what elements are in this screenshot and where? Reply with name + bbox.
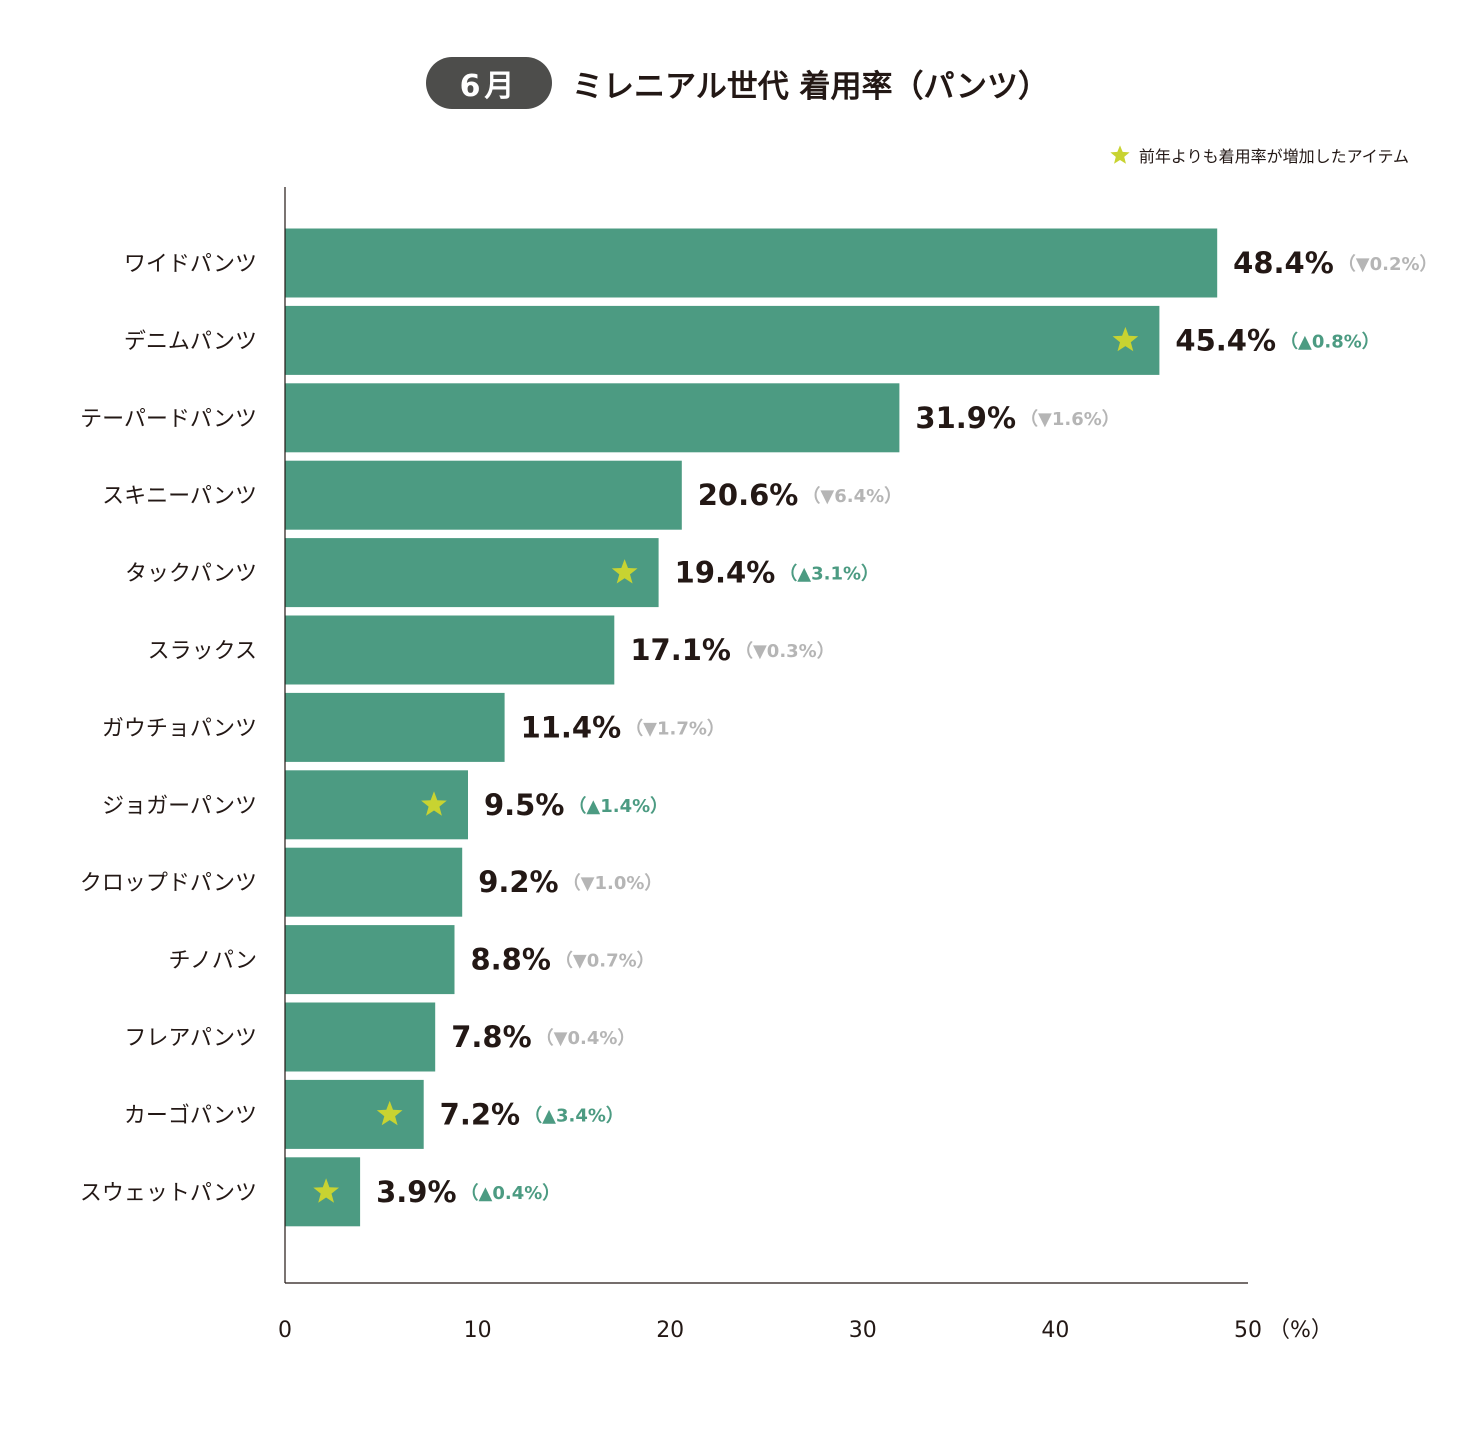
category-label: タックパンツ: [125, 562, 257, 587]
value-label: 9.2%: [478, 865, 558, 899]
legend-label: 前年よりも着用率が増加したアイテム: [1138, 147, 1409, 166]
change-label: （▼0.4%）: [536, 1028, 636, 1049]
x-axis-unit-label: （%）: [1268, 1318, 1333, 1343]
value-label: 48.4%: [1233, 246, 1334, 280]
category-label: スウェットパンツ: [80, 1181, 257, 1206]
bar: [285, 1079, 424, 1149]
category-label: フレアパンツ: [124, 1026, 257, 1051]
category-label: テーパードパンツ: [80, 407, 257, 432]
bar: [285, 1002, 436, 1072]
bar: [285, 383, 900, 453]
change-label: （▼0.3%）: [735, 641, 835, 662]
value-label: 11.4%: [521, 710, 622, 744]
category-label: チノパン: [169, 949, 257, 974]
change-label: （▲3.4%）: [524, 1105, 624, 1126]
x-tick-label: 0: [278, 1318, 292, 1343]
x-tick-label: 50: [1234, 1318, 1262, 1343]
bar: [285, 615, 615, 685]
bar: [285, 925, 455, 995]
value-label: 45.4%: [1175, 323, 1276, 357]
value-label: 9.5%: [484, 788, 564, 822]
change-label: （▲3.1%）: [779, 564, 879, 585]
change-label: （▲1.4%）: [568, 796, 668, 817]
bar: [285, 228, 1218, 298]
x-tick-label: 20: [656, 1318, 684, 1343]
value-label: 3.9%: [376, 1175, 456, 1209]
x-tick-label: 10: [464, 1318, 492, 1343]
change-label: （▲0.8%）: [1280, 331, 1380, 352]
bar: [285, 460, 682, 530]
category-label: スラックス: [148, 639, 257, 664]
star-icon: [1112, 326, 1139, 352]
value-label: 7.2%: [440, 1097, 520, 1131]
month-badge: 6月: [426, 57, 552, 109]
change-label: （▼1.6%）: [1020, 409, 1120, 430]
value-label: 19.4%: [675, 556, 776, 590]
star-icon: [611, 559, 638, 584]
star-icon: [313, 1178, 339, 1203]
star-icon: [1110, 145, 1130, 164]
bar: [285, 538, 659, 608]
category-label: クロップドパンツ: [80, 871, 257, 896]
bar: [285, 847, 463, 917]
change-label: （▼0.2%）: [1338, 254, 1438, 275]
change-label: （▼1.7%）: [625, 718, 725, 739]
category-label: デニムパンツ: [124, 329, 257, 354]
value-label: 8.8%: [470, 943, 550, 977]
chart-title-row: 6月 ミレニアル世代 着用率（パンツ）: [426, 57, 1049, 109]
category-label: ガウチョパンツ: [102, 716, 257, 741]
change-label: （▼1.0%）: [563, 873, 663, 894]
legend: 前年よりも着用率が増加したアイテム: [1109, 143, 1409, 167]
category-label: スキニーパンツ: [102, 484, 257, 509]
value-label: 20.6%: [698, 478, 799, 512]
value-label: 31.9%: [915, 401, 1016, 435]
category-label: カーゴパンツ: [124, 1103, 257, 1128]
x-tick-label: 30: [849, 1318, 877, 1343]
change-label: （▼0.7%）: [555, 951, 655, 972]
star-icon: [421, 791, 447, 816]
change-label: （▼6.4%）: [802, 486, 902, 507]
value-label: 17.1%: [630, 633, 731, 667]
value-label: 7.8%: [451, 1020, 531, 1054]
change-label: （▲0.4%）: [461, 1183, 561, 1204]
category-label: ジョガーパンツ: [102, 794, 257, 819]
chart-title: ミレニアル世代 着用率（パンツ）: [572, 68, 1050, 105]
bar: [285, 305, 1160, 375]
star-icon: [376, 1100, 403, 1126]
category-label: ワイドパンツ: [124, 252, 257, 277]
x-tick-label: 40: [1041, 1318, 1069, 1343]
bar: [285, 692, 505, 762]
